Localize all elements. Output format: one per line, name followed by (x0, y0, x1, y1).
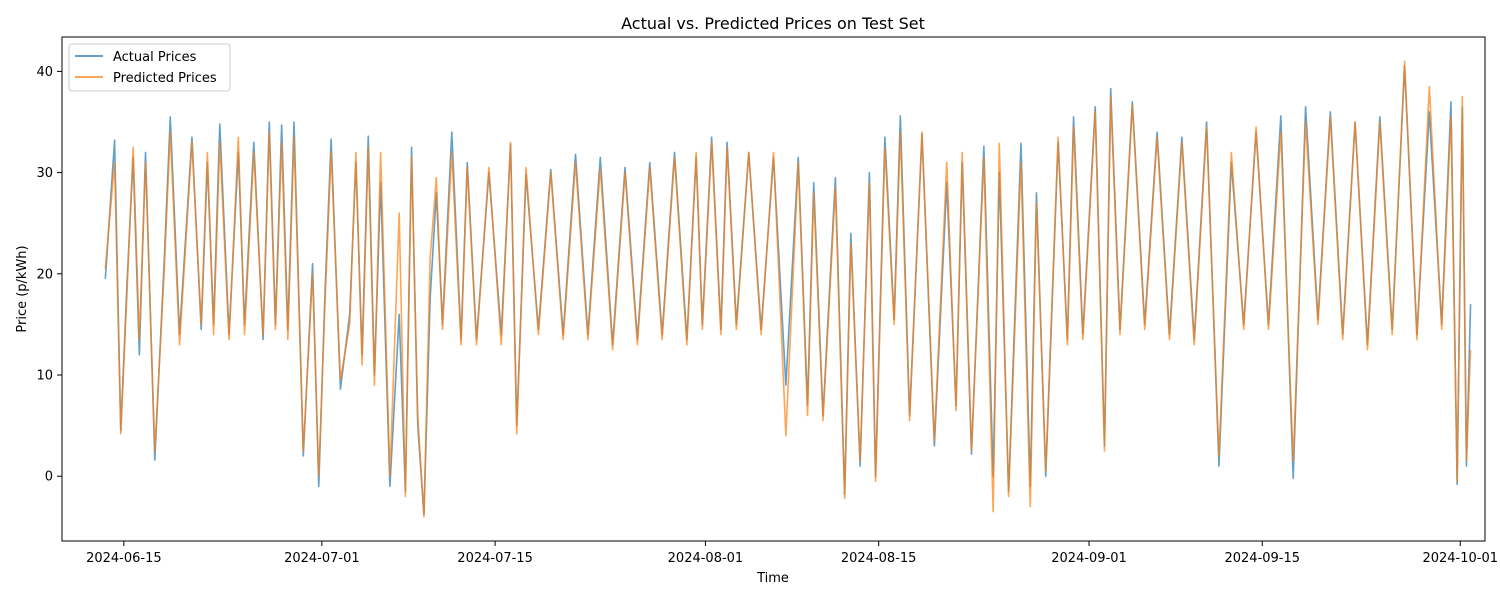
y-tick-label: 40 (36, 65, 53, 80)
x-tick-label: 2024-09-15 (1224, 551, 1300, 566)
plot-area-frame (61, 36, 1486, 542)
chart-title: Actual vs. Predicted Prices on Test Set (621, 14, 925, 33)
legend-label: Actual Prices (113, 50, 197, 65)
x-tick-label: 2024-07-01 (284, 551, 360, 566)
x-axis: 2024-06-15 2024-07-01 2024-07-15 2024-08-01… (86, 541, 1498, 566)
x-tick-label: 2024-07-15 (457, 551, 533, 566)
y-tick-label: 20 (36, 267, 53, 282)
y-axis: 0 10 20 30 40 (36, 65, 62, 485)
y-tick-label: 0 (45, 470, 53, 485)
plot-layer (104, 60, 1472, 518)
y-axis-title: Price (p/kWh) (15, 245, 30, 332)
x-tick-label: 2024-06-15 (86, 551, 162, 566)
legend: Actual Prices Predicted Prices (68, 43, 231, 92)
legend-box (68, 43, 231, 92)
series-line-predicted-prices (104, 60, 1472, 518)
y-tick-label: 10 (36, 369, 53, 384)
x-tick-label: 2024-09-01 (1051, 551, 1127, 566)
x-tick-label: 2024-08-01 (668, 551, 744, 566)
x-axis-title: Time (756, 571, 789, 586)
y-tick-label: 30 (36, 166, 53, 181)
x-tick-label: 2024-08-15 (841, 551, 917, 566)
legend-label: Predicted Prices (113, 71, 217, 86)
x-tick-label: 2024-10-01 (1422, 551, 1498, 566)
